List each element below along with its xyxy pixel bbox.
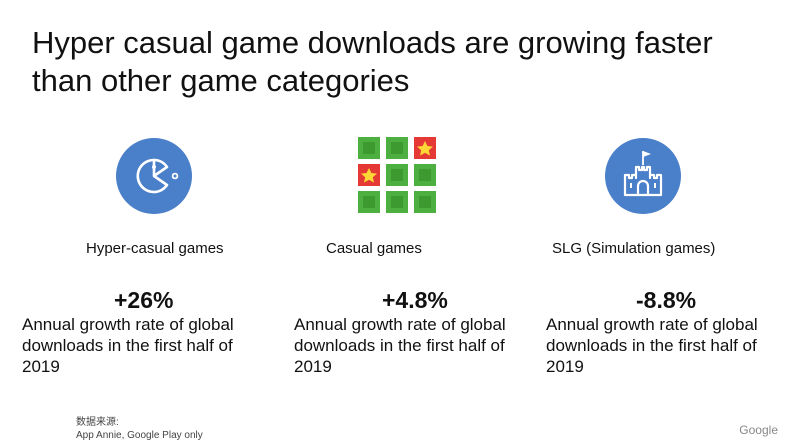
source-note: 数据来源: App Annie, Google Play only [76, 416, 203, 442]
source-text: App Annie, Google Play only [76, 430, 203, 441]
slide-title: Hyper casual game downloads are growing … [32, 25, 713, 98]
hyper-casual-description: Annual growth rate of global downloads i… [22, 315, 234, 376]
google-brand: Google [739, 423, 778, 437]
hyper-casual-growth: +26% [114, 287, 174, 313]
hyper-casual-label: Hyper-casual games [86, 240, 224, 257]
source-heading: 数据来源: [76, 417, 119, 428]
casual-label: Casual games [326, 240, 422, 257]
slg-description: Annual growth rate of global downloads i… [546, 315, 758, 376]
slg-growth: -8.8% [636, 287, 697, 313]
castle-icon [605, 138, 681, 214]
casual-description: Annual growth rate of global downloads i… [294, 315, 506, 376]
pacman-icon [116, 138, 192, 214]
slg-label: SLG (Simulation games) [552, 240, 716, 257]
tile-grid-icon [358, 137, 436, 213]
casual-growth: +4.8% [382, 287, 448, 313]
